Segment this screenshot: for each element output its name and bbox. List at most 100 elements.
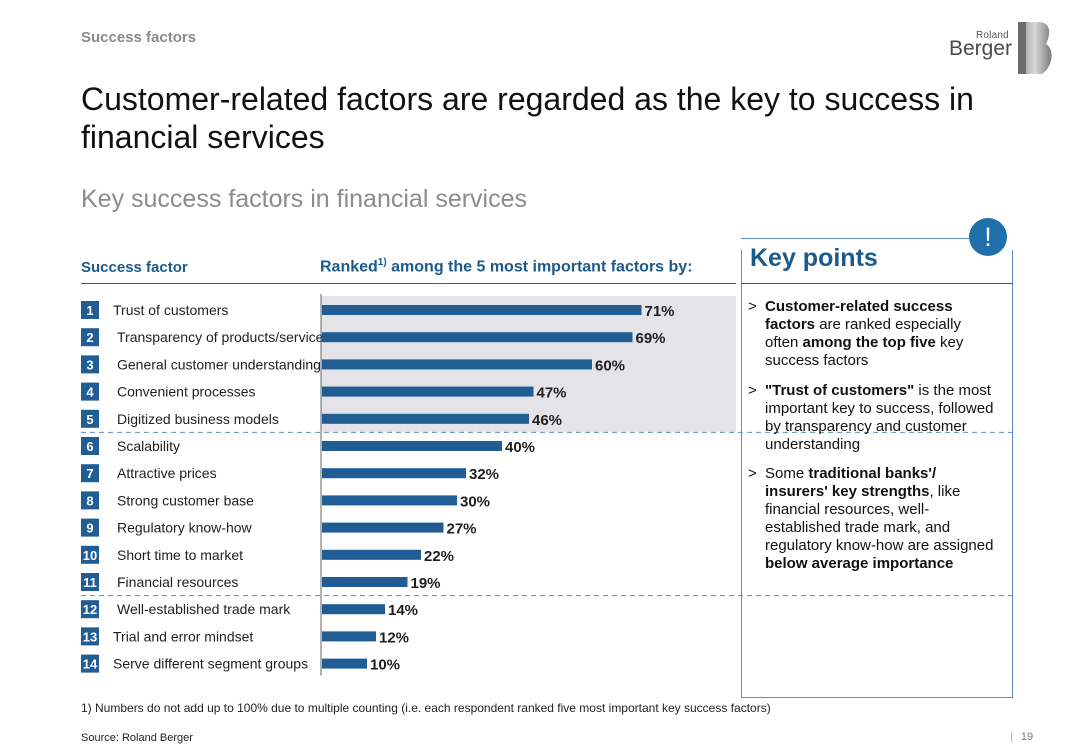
- page-separator: |: [1010, 731, 1013, 743]
- page-title: Customer-related factors are regarded as…: [81, 81, 974, 155]
- key-point-emphasis: among the top five: [802, 334, 936, 351]
- category-label: Trust of customers: [113, 302, 228, 318]
- rank-number: 7: [86, 466, 93, 481]
- value-label: 27%: [447, 521, 477, 538]
- logo-text-bottom: Berger: [949, 37, 1013, 60]
- rank-number: 13: [83, 629, 97, 644]
- key-point-text: Customer-related success factors are ran…: [765, 298, 996, 370]
- rank-badge: [81, 464, 99, 483]
- bar: [322, 522, 444, 533]
- bar: [322, 631, 376, 642]
- key-points-title: Key points: [750, 244, 878, 272]
- key-point-fragment: key success factors: [765, 334, 964, 369]
- value-label: 40%: [505, 439, 535, 456]
- rank-badge: [81, 518, 99, 537]
- bar: [322, 577, 408, 587]
- bar: [322, 413, 529, 424]
- bar: [322, 495, 457, 506]
- key-point-fragment: are ranked especially often: [765, 316, 961, 351]
- key-point-item: > "Trust of customers" is the most import…: [748, 382, 996, 454]
- category-label: Trial and error mindset: [113, 628, 253, 644]
- logo-text-top: Roland: [976, 30, 1009, 41]
- rank-badge: [81, 328, 99, 347]
- chart-title: Key success factors in financial service…: [81, 185, 528, 213]
- rank-badge: [81, 301, 99, 319]
- rank-badge: [81, 491, 99, 510]
- category-label: Short time to market: [117, 547, 243, 563]
- rank-number: 6: [86, 439, 93, 454]
- rank-number: 14: [83, 657, 98, 672]
- category-label: Serve different segment groups: [113, 656, 308, 672]
- bar: [322, 386, 534, 397]
- value-header-main: Ranked: [320, 258, 378, 276]
- rank-badge: [81, 545, 99, 564]
- rank-number: 9: [86, 521, 93, 536]
- rank-number: 8: [86, 493, 93, 508]
- bar: [322, 305, 642, 315]
- rank-badge: [81, 437, 99, 455]
- bar: [322, 332, 633, 343]
- bar: [322, 604, 385, 615]
- category-label: Financial resources: [117, 574, 238, 590]
- value-label: 10%: [370, 657, 400, 674]
- category-label: Attractive prices: [117, 465, 217, 481]
- header-divider: [81, 283, 736, 284]
- category-label: Scalability: [117, 438, 180, 454]
- rank-number: 5: [86, 412, 93, 427]
- value-label: 32%: [469, 466, 499, 483]
- category-label: Regulatory know-how: [117, 520, 253, 536]
- footnote: 1) Numbers do not add up to 100% due to …: [81, 701, 771, 715]
- bar: [322, 468, 466, 479]
- key-point-text: Some traditional banks'/ insurers' key s…: [765, 465, 996, 573]
- bar: [322, 359, 592, 370]
- category-label: General customer understanding: [117, 356, 321, 372]
- bar: [322, 549, 421, 560]
- bullet-marker-icon: >: [748, 298, 757, 315]
- value-label: 22%: [424, 548, 454, 565]
- value-label: 19%: [411, 575, 441, 592]
- rank-badge: [81, 355, 99, 374]
- rank-badge: [81, 382, 99, 401]
- rank-badge: [81, 409, 99, 428]
- key-points-divider: [741, 283, 1013, 284]
- rank-number: 12: [83, 602, 97, 617]
- value-label: 12%: [379, 629, 409, 646]
- page-number: | 19: [1010, 731, 1033, 743]
- key-point-emphasis: traditional banks'/ insurers' key streng…: [765, 465, 937, 500]
- bar: [322, 441, 502, 451]
- category-column-header: Success factor: [81, 259, 188, 276]
- rank-badge: [81, 654, 99, 673]
- value-label: 46%: [532, 412, 562, 429]
- key-point-emphasis: Customer-related success factors: [765, 298, 953, 333]
- logo-mark-icon: [1018, 22, 1052, 74]
- key-point-item: > Customer-related success factors are ra…: [748, 298, 996, 370]
- key-point-item: > Some traditional banks'/ insurers' key …: [748, 465, 996, 573]
- rank-number: 3: [86, 357, 93, 372]
- value-label: 30%: [460, 493, 490, 510]
- category-label: Well-established trade mark: [117, 601, 291, 617]
- value-label: 47%: [537, 385, 567, 402]
- value-column-header: Ranked1) among the 5 most important fact…: [320, 257, 693, 276]
- rank-number: 2: [86, 330, 93, 345]
- rank-number: 10: [83, 548, 97, 563]
- key-point-text: "Trust of customers" is the most importa…: [765, 382, 996, 454]
- category-label: Convenient processes: [117, 384, 256, 400]
- exclamation-icon: !: [969, 218, 1007, 256]
- key-point-fragment: , like financial resources, well-establi…: [765, 483, 994, 554]
- value-label: 14%: [388, 602, 418, 619]
- category-label: Strong customer base: [117, 492, 254, 508]
- rank-badge: [81, 573, 99, 591]
- value-header-rest: among the 5 most important factors by:: [386, 258, 693, 276]
- key-point-emphasis: below average importance: [765, 555, 954, 572]
- source-note: Source: Roland Berger: [81, 732, 193, 744]
- bar: [322, 658, 367, 669]
- category-label: Digitized business models: [117, 411, 279, 427]
- value-label: 60%: [595, 357, 625, 374]
- rank-badge: [81, 627, 99, 646]
- key-point-fragment: Some: [765, 465, 809, 482]
- rank-number: 1: [86, 303, 93, 318]
- key-point-emphasis: "Trust of customers": [765, 382, 915, 399]
- bullet-marker-icon: >: [748, 382, 757, 399]
- rank-number: 4: [86, 385, 94, 400]
